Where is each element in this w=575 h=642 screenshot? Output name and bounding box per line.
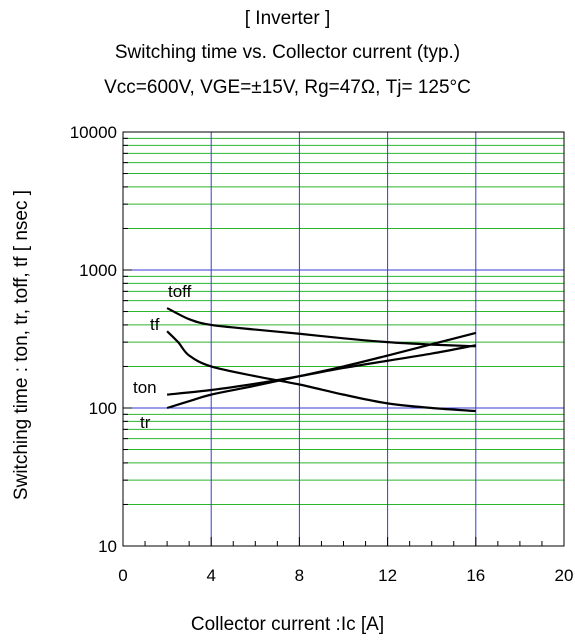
y-tick-label: 10000	[70, 123, 117, 142]
x-tick-label: 16	[466, 566, 485, 585]
x-tick-label: 12	[378, 566, 397, 585]
y-tick-label: 10	[98, 537, 117, 556]
x-tick-label: 4	[206, 566, 215, 585]
series-lines	[166, 307, 477, 413]
series-label-tr: tr	[140, 413, 151, 432]
major-gridlines	[123, 132, 564, 546]
series-line-tr	[166, 331, 477, 410]
series-label-toff: toff	[168, 282, 192, 301]
chart-subtitle: Vcc=600V, VGE=±15V, Rg=47Ω, Tj= 125°C	[104, 77, 471, 98]
series-line-toff	[166, 307, 476, 348]
axis-ticks	[122, 131, 565, 547]
x-tick-label: 20	[555, 566, 574, 585]
series-label-tf: tf	[150, 315, 160, 334]
series-line-ton	[166, 344, 477, 396]
x-axis-label: Collector current :Ic [A]	[190, 614, 385, 635]
x-tick-label: 0	[118, 566, 127, 585]
chart-header: [ Inverter ]	[244, 8, 331, 29]
series-label-ton: ton	[133, 378, 157, 397]
y-tick-label: 100	[89, 399, 117, 418]
x-tick-label: 8	[295, 566, 304, 585]
y-tick-label: 1000	[79, 261, 117, 280]
minor-gridlines	[123, 137, 564, 505]
tick-labels: 10 100 1000 10000 0 4 8 12 16 20	[70, 123, 574, 585]
chart-title: Switching time vs. Collector current (ty…	[114, 42, 461, 63]
